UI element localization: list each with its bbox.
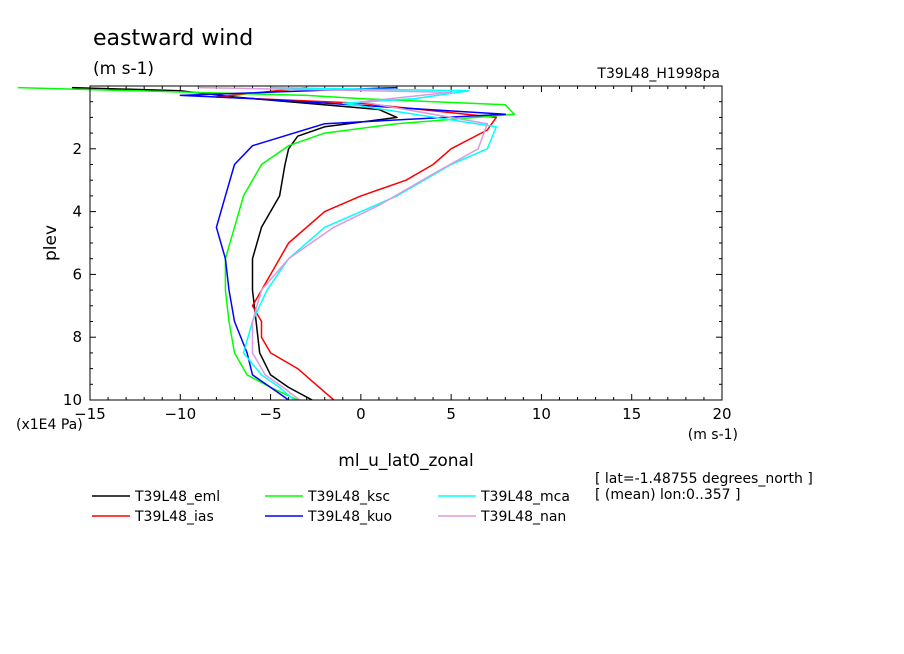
series-line-T39L48_ias	[215, 86, 498, 400]
units-label: (m s-1)	[93, 59, 154, 79]
x-tick-label: 15	[622, 405, 641, 423]
x-tick-label: −5	[260, 405, 282, 423]
legend-label: T39L48_kuo	[307, 509, 392, 525]
series-line-T39L48_ksc	[17, 86, 516, 400]
y-scale-label: (x1E4 Pa)	[16, 417, 83, 433]
x-axis-label: ml_u_lat0_zonal	[338, 451, 473, 471]
y-tick-label: 6	[72, 265, 82, 283]
y-tick-label: 2	[72, 140, 82, 158]
tick-labels: −15 −10 −5 0 5 10 15 20 2 4 6 8 10	[63, 140, 732, 423]
y-tick-label: 4	[72, 203, 82, 221]
y-tick-label: 10	[63, 391, 82, 409]
x-tick-label: 10	[532, 405, 551, 423]
chart-title: eastward wind	[93, 26, 253, 51]
info-line-1: [ lat=-1.48755 degrees_north ]	[595, 471, 813, 487]
legend-label: T39L48_ias	[134, 509, 214, 525]
x-tick-label: 20	[712, 405, 731, 423]
x-tick-label: −15	[74, 405, 106, 423]
legend: T39L48_eml T39L48_ias T39L48_ksc T39L48_kuo…	[92, 489, 570, 525]
legend-label: T39L48_nan	[480, 509, 566, 525]
info-line-2: [ (mean) lon:0..357 ]	[595, 487, 740, 503]
legend-label: T39L48_mca	[480, 489, 570, 505]
y-tick-label: 8	[72, 328, 82, 346]
plot-frame	[89, 85, 723, 401]
series-line-T39L48_kuo	[179, 86, 507, 400]
axis-ticks	[89, 85, 723, 401]
series-line-T39L48_nan	[198, 86, 489, 400]
x-tick-label: 0	[356, 405, 366, 423]
legend-label: T39L48_eml	[134, 489, 220, 505]
y-axis-label: plev	[41, 225, 61, 261]
run-label: T39L48_H1998pa	[596, 66, 720, 82]
x-tick-label: −10	[164, 405, 196, 423]
series-line-T39L48_eml	[71, 86, 398, 400]
series-layer	[17, 86, 516, 400]
x-units-label: (m s-1)	[688, 427, 738, 443]
series-line-T39L48_mca	[242, 86, 498, 400]
x-tick-label: 5	[446, 405, 456, 423]
legend-label: T39L48_ksc	[307, 489, 390, 505]
